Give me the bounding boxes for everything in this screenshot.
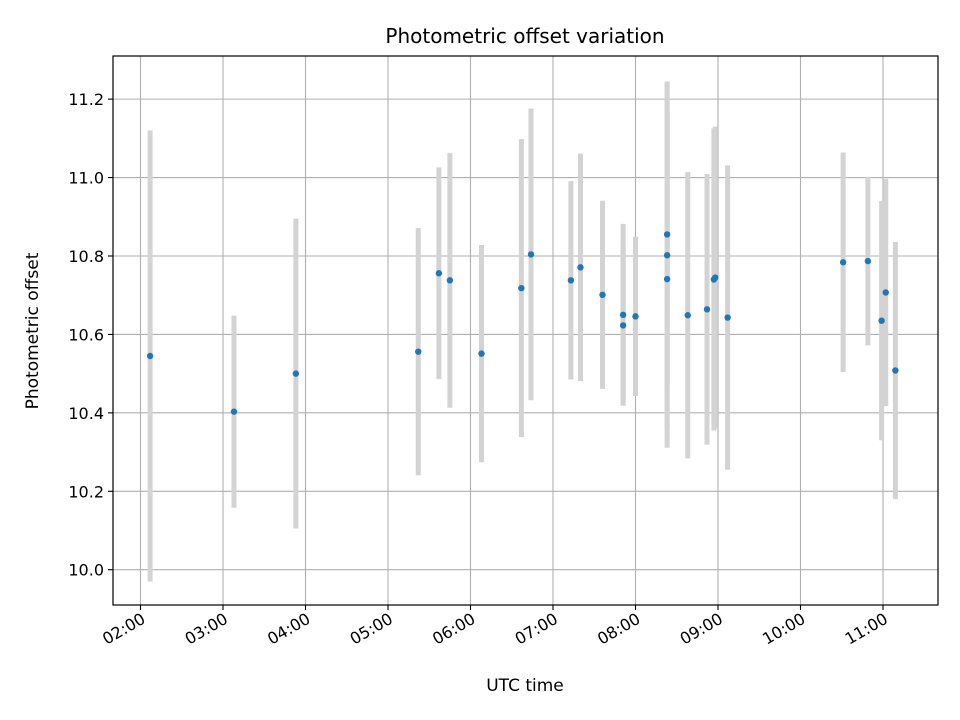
data-point [415,348,422,355]
y-tick-label: 11.0 [68,169,104,188]
data-point [878,317,885,324]
data-points [146,231,899,415]
data-point [577,264,584,271]
data-point [663,231,671,238]
data-point [527,251,535,258]
data-point [292,370,300,377]
data-point [230,408,238,415]
y-axis-label: Photometric offset [23,252,43,409]
data-point [518,284,525,292]
data-point [599,291,606,299]
data-point [684,312,691,319]
data-point [864,257,872,265]
data-point [146,352,154,360]
data-point [446,277,454,284]
data-point [712,274,719,281]
data-point [567,277,575,284]
data-point [632,313,639,320]
data-point [619,311,627,319]
data-point [663,252,671,259]
data-point [724,314,731,321]
x-axis-label: UTC time [486,676,564,696]
y-tick-label: 10.8 [68,247,104,266]
data-point [435,270,443,277]
y-axis-ticks: 10.0 10.2 10.4 10.6 10.8 11.0 11.2 [68,90,113,580]
data-point [892,367,899,374]
data-point [663,275,671,283]
y-tick-label: 10.2 [68,482,104,501]
data-point [839,259,847,266]
y-tick-label: 10.4 [68,404,104,423]
y-tick-label: 10.0 [68,561,104,580]
y-tick-label: 11.2 [68,90,104,109]
data-point [619,322,627,329]
plot-frame [112,55,939,606]
data-point [882,289,889,296]
data-point [703,306,711,313]
data-point [478,350,485,357]
chart-title: Photometric offset variation [385,24,664,48]
y-tick-label: 10.6 [68,325,104,344]
